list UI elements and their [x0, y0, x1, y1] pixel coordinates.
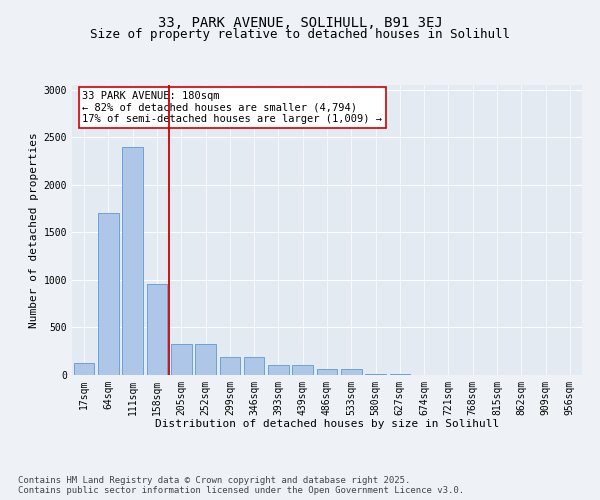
Text: Size of property relative to detached houses in Solihull: Size of property relative to detached ho…	[90, 28, 510, 41]
Text: 33 PARK AVENUE: 180sqm
← 82% of detached houses are smaller (4,794)
17% of semi-: 33 PARK AVENUE: 180sqm ← 82% of detached…	[82, 91, 382, 124]
Text: 33, PARK AVENUE, SOLIHULL, B91 3EJ: 33, PARK AVENUE, SOLIHULL, B91 3EJ	[158, 16, 442, 30]
Bar	[171, 344, 191, 375]
Bar	[341, 370, 362, 375]
Bar	[389, 374, 410, 375]
Bar	[268, 366, 289, 375]
Bar	[365, 374, 386, 375]
Bar	[146, 284, 167, 375]
Bar	[220, 358, 240, 375]
X-axis label: Distribution of detached houses by size in Solihull: Distribution of detached houses by size …	[155, 420, 499, 430]
Bar	[317, 370, 337, 375]
Bar	[292, 366, 313, 375]
Text: Contains HM Land Registry data © Crown copyright and database right 2025.
Contai: Contains HM Land Registry data © Crown c…	[18, 476, 464, 495]
Bar	[98, 214, 119, 375]
Bar	[195, 344, 216, 375]
Bar	[122, 147, 143, 375]
Bar	[244, 358, 265, 375]
Y-axis label: Number of detached properties: Number of detached properties	[29, 132, 40, 328]
Bar	[74, 362, 94, 375]
